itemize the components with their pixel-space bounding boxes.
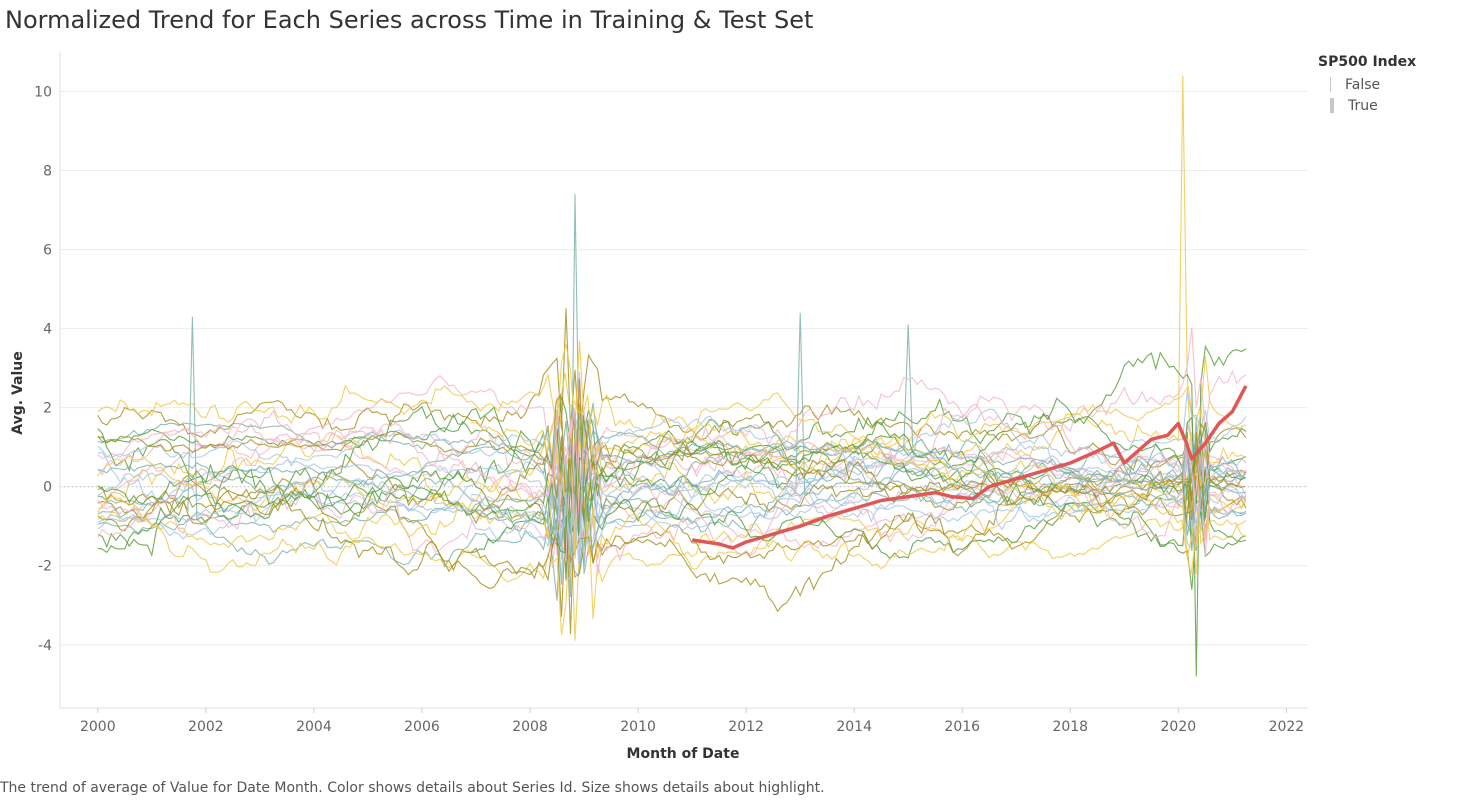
x-tick-label: 2014 [836, 719, 872, 735]
legend[interactable]: SP500 Index False True [1318, 54, 1416, 116]
legend-label-false: False [1345, 76, 1381, 93]
x-tick-label: 2006 [404, 719, 440, 735]
background-series-line [97, 410, 1247, 540]
highlight-series-group [691, 385, 1248, 550]
axes: -4 -2 0 2 4 6 8 10 2000 2002 2004 2006 2008 2010 2012 2… [34, 52, 1308, 735]
background-series-line [470, 433, 1246, 578]
x-tick-label: 2004 [296, 719, 332, 735]
background-series-line [97, 405, 1247, 551]
chart-caption: The trend of average of Value for Date M… [0, 780, 825, 796]
legend-item-true[interactable]: True [1318, 95, 1416, 116]
y-tick-label: 10 [34, 85, 52, 101]
x-tick-label: 2016 [944, 719, 980, 735]
background-series-line [97, 434, 1247, 573]
y-axis-label: Avg. Value [10, 351, 26, 434]
legend-label-true: True [1348, 97, 1378, 114]
background-series-group [97, 75, 1247, 677]
sp500-series-line[interactable] [691, 385, 1248, 550]
x-tick-label: 2020 [1161, 719, 1197, 735]
x-tick-label: 2000 [80, 719, 116, 735]
background-series-line [97, 324, 1247, 519]
background-series-line [97, 474, 1247, 641]
background-series-line [97, 410, 1247, 545]
background-series-line [470, 415, 1246, 554]
x-tick-label: 2010 [620, 719, 656, 735]
legend-swatch-thick [1330, 98, 1334, 113]
y-tick-label: 2 [43, 401, 52, 417]
background-series-line [97, 376, 1247, 563]
y-tick-label: -2 [38, 559, 52, 575]
background-series-line [97, 464, 1247, 566]
grid-lines [60, 91, 1308, 646]
background-series-line [470, 408, 1246, 505]
x-tick-label: 2008 [512, 719, 548, 735]
x-tick-label: 2018 [1052, 719, 1088, 735]
y-tick-label: 6 [43, 243, 52, 259]
legend-title: SP500 Index [1318, 54, 1417, 70]
y-tick-label: -4 [38, 638, 52, 654]
x-tick-label: 2022 [1269, 719, 1305, 735]
y-tick-label: 0 [43, 480, 52, 496]
background-series-line [470, 373, 1246, 575]
y-tick-label: 8 [43, 164, 52, 180]
x-axis-label: Month of Date [627, 746, 740, 762]
background-series-line [97, 390, 1247, 497]
chart-title: Normalized Trend for Each Series across … [5, 6, 814, 34]
x-tick-label: 2012 [728, 719, 764, 735]
background-series-line [470, 392, 1246, 523]
background-series-line [97, 194, 1247, 598]
background-series-line [97, 397, 1247, 554]
legend-item-false[interactable]: False [1318, 74, 1416, 95]
x-tick-label: 2002 [188, 719, 224, 735]
background-series-line [97, 457, 1247, 590]
y-tick-label: 4 [43, 322, 52, 338]
legend-swatch-thin [1330, 77, 1331, 92]
